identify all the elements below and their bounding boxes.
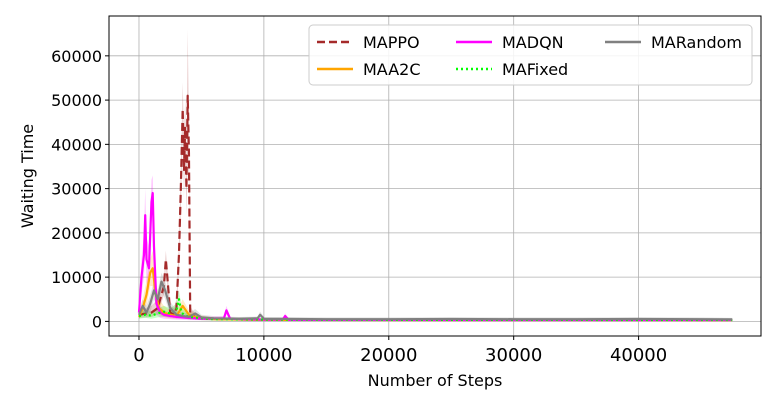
x-tick-label: 10000 — [235, 345, 292, 366]
x-axis-label: Number of Steps — [368, 371, 503, 390]
mappo-line — [138, 94, 733, 322]
axis-ticks: 0 10000 20000 30000 40000 0 10000 20000 30000 400… — [51, 47, 667, 366]
x-tick-label: 30000 — [485, 345, 542, 366]
madqn-line — [137, 191, 733, 322]
marandom-legend-label: MARandom — [651, 33, 742, 52]
plot-area-frame — [108, 15, 762, 337]
mafixed-legend-label: MAFixed — [502, 60, 568, 79]
series-lines — [137, 94, 733, 322]
y-tick-label: 50000 — [51, 91, 102, 110]
y-tick-label: 30000 — [51, 180, 102, 199]
maa2c-legend-label: MAA2C — [363, 60, 421, 79]
x-tick-label: 20000 — [360, 345, 417, 366]
y-tick-label: 40000 — [51, 135, 102, 154]
x-tick-label: 0 — [133, 345, 144, 366]
maa2c-band — [138, 250, 733, 321]
legend-box — [308, 24, 753, 86]
madqn-band — [138, 175, 733, 321]
madqn-legend-label: MADQN — [502, 33, 564, 52]
y-tick-label: 60000 — [51, 47, 102, 66]
legend: MAPPO MAA2C MADQN MAFixed MARandom — [308, 24, 753, 86]
x-tick-label: 40000 — [610, 345, 667, 366]
mafixed-line — [138, 298, 733, 322]
mappo-legend-label: MAPPO — [363, 33, 420, 52]
marandom-line — [137, 280, 733, 321]
y-tick-label: 20000 — [51, 224, 102, 243]
y-axis-label: Waiting Time — [18, 124, 37, 228]
y-tick-label: 10000 — [51, 268, 102, 287]
y-tick-label: 0 — [92, 312, 102, 331]
